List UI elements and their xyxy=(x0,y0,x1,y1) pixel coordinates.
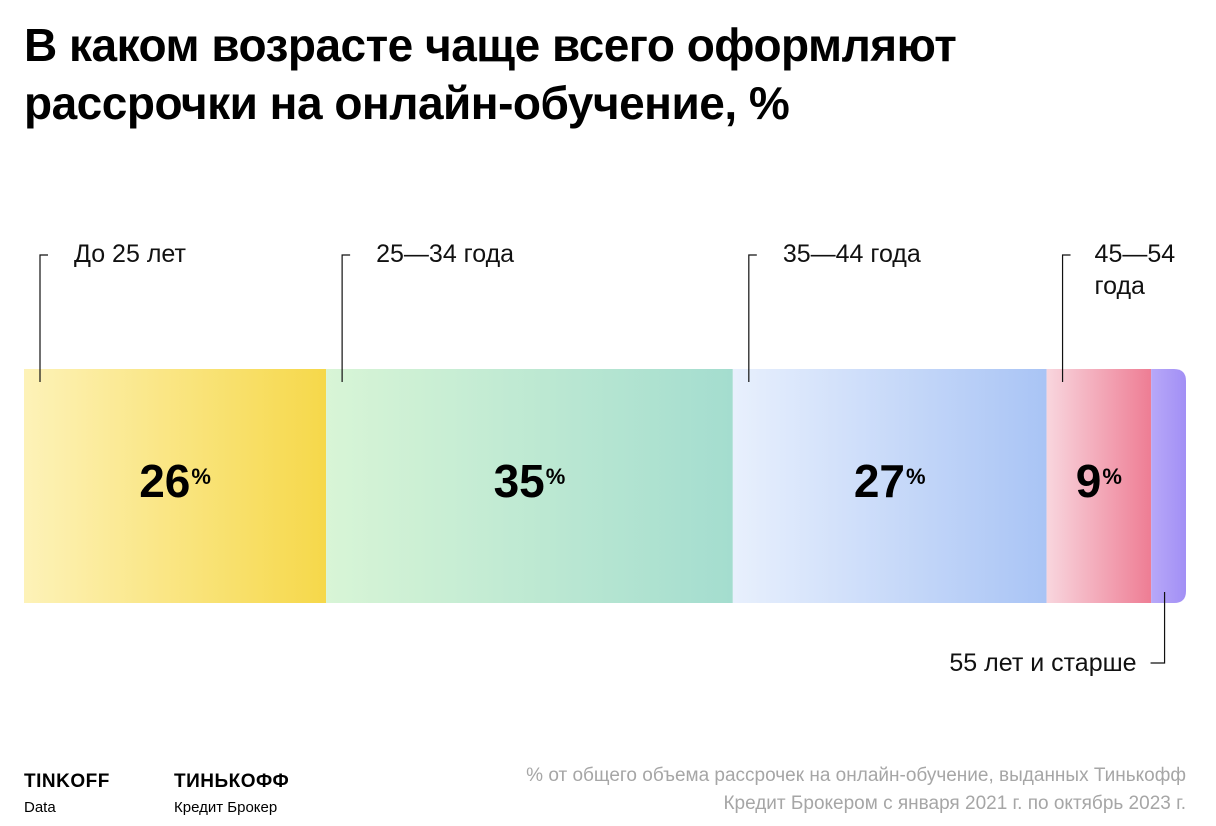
bar-value-number: 35 xyxy=(493,455,545,507)
category-label: 45—54 года xyxy=(1094,240,1176,300)
bar-value-number: 9 xyxy=(1075,455,1102,507)
logo-tinkoff-data: TINKOFF Data xyxy=(24,770,110,818)
bar-segment-4 xyxy=(1046,369,1152,603)
bar-value-label: 9% xyxy=(1047,456,1152,506)
bar-segment-5 xyxy=(1151,369,1186,603)
category-label: До 25 лет xyxy=(74,240,186,268)
leader-line xyxy=(1150,592,1166,664)
bar-value-unit: % xyxy=(191,464,211,489)
leader-line xyxy=(39,254,48,382)
leader-line xyxy=(748,254,757,382)
bar-segment-2 xyxy=(326,369,733,603)
bar-value-label: 35% xyxy=(326,456,733,506)
logo-sub-text: Data xyxy=(24,799,56,816)
leader-line xyxy=(1061,254,1071,382)
bar-value-number: 26 xyxy=(139,455,191,507)
logo-sub-text: Кредит Брокер xyxy=(174,799,278,816)
bar-value-number: 27 xyxy=(853,455,905,507)
category-label: 25—34 года xyxy=(376,240,515,268)
bar-segment-1 xyxy=(24,369,327,603)
bar-value-unit: % xyxy=(905,464,926,489)
logo-tinkoff-credit-broker: ТИНЬКОФФ Кредит Брокер xyxy=(174,770,289,818)
source-footnote: % от общего объема рассрочек на онлайн-о… xyxy=(526,765,1186,814)
leader-line xyxy=(341,254,351,382)
bar-segment-3 xyxy=(732,369,1047,603)
bar-value-unit: % xyxy=(545,464,566,489)
logo-main-text: ТИНЬКОФФ xyxy=(174,771,290,792)
logo-main-text: TINKOFF xyxy=(24,771,110,792)
chart-title: В каком возрасте чаще всего оформляют ра… xyxy=(24,19,957,129)
category-label: 55 лет и старше xyxy=(949,649,1137,677)
bar-value-unit: % xyxy=(1102,464,1122,489)
bar-value-label: 27% xyxy=(733,456,1047,506)
bar-value-label: 26% xyxy=(24,456,326,506)
category-label: 35—44 года xyxy=(782,240,921,268)
